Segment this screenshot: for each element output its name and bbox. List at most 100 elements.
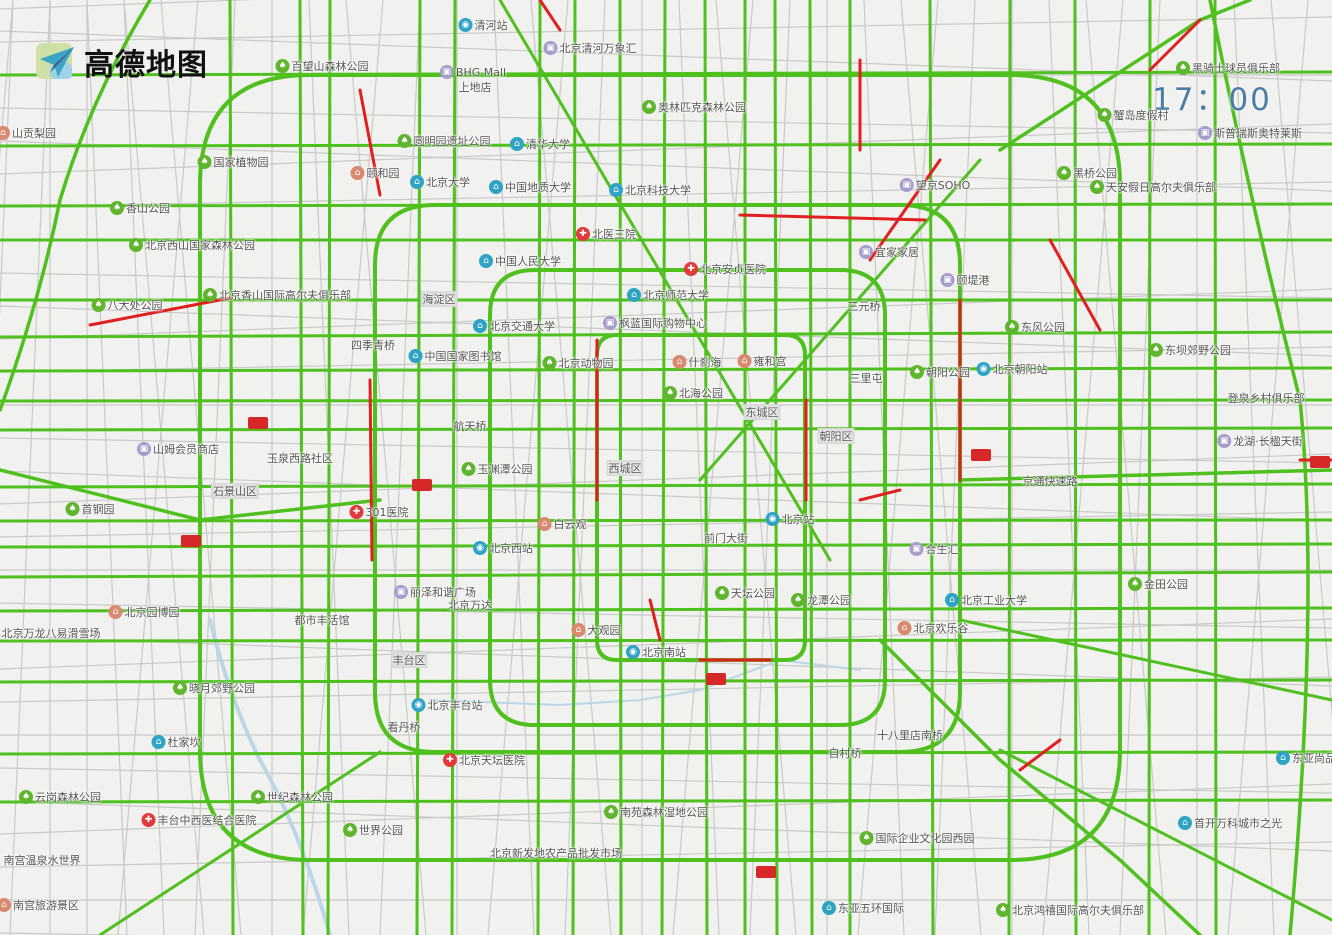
map-label[interactable]: ♠ 蟹岛度假村 [1097,107,1169,123]
map-label[interactable]: ♠ 八大处公园 [91,297,163,313]
map-label[interactable]: 石景山区 [211,483,259,499]
map-label[interactable]: ♠ 东坝郊野公园 [1149,342,1231,358]
map-label[interactable]: ♠ 奥林匹克森林公园 [642,99,746,115]
map-label[interactable]: ♠ 天坛公园 [715,585,775,601]
hospital-icon: ✚ [443,753,457,767]
map-label[interactable]: ⌂ 北京师范大学 [627,287,709,303]
map-label[interactable]: ⌂ 白云观 [537,516,587,532]
map-label[interactable]: ♠ 北京动物园 [542,355,614,371]
map-label[interactable]: 北京万达 [448,597,492,613]
map-label[interactable]: ⌂ 清华大学 [510,136,570,152]
map-label[interactable]: ◉ 北京朝阳站 [976,361,1048,377]
map-label[interactable]: 航天桥 [454,418,487,434]
map-label[interactable]: ♠ 天安假日高尔夫俱乐部 [1090,179,1216,195]
map-label[interactable]: ▣ 丽泽和谐广场 [394,584,476,600]
map-label[interactable]: ◉ 北京西站 [473,540,533,556]
map-label[interactable]: ♠ 北京鸿禧国际高尔夫俱乐部 [996,902,1144,918]
map-label[interactable]: 东城区 [743,404,781,420]
map-label[interactable]: 前门大街 [704,530,748,546]
map-label[interactable]: ♠ 百望山森林公园 [275,58,369,74]
map-label[interactable]: 丰台区 [390,652,428,668]
map-label[interactable]: ⌂ 北京交通大学 [473,318,555,334]
map-label[interactable]: ♠ 龙潭公园 [791,592,851,608]
map-label[interactable]: ♠ 北京香山国际高尔夫俱乐部 [203,287,351,303]
map-label[interactable]: ⌂ 北京工业大学 [945,592,1027,608]
map-label[interactable]: ⌂ 东亚尚品 [1276,750,1332,766]
map-label[interactable]: ⌂ 中国地质大学 [489,179,571,195]
map-label[interactable]: ▣ 合生汇 [909,541,959,557]
map-label[interactable]: 三里屯 [850,370,883,386]
map-label[interactable]: ▣ 枫蓝国际购物中心 [603,315,707,331]
map-label[interactable]: 都市丰活馆 [295,612,350,628]
map-label[interactable]: ♠ 首钢园 [65,501,115,517]
map-label[interactable]: 京通快速路 [1023,473,1078,489]
map-label[interactable]: 十八里店南桥 [877,727,943,743]
map-label[interactable]: ⌂ 颐和园 [350,165,400,181]
map-label[interactable]: 自村桥 [829,745,862,761]
map-label[interactable]: ⌂ 东亚五环国际 [822,900,904,916]
map-label[interactable]: 三元桥 [848,298,881,314]
map-label[interactable]: ✚ 北京安贞医院 [684,261,766,277]
map-label[interactable]: ⌂ 雍和宫 [737,353,787,369]
map-label[interactable]: ✚ 丰台中西医结合医院 [141,812,257,828]
map-label[interactable]: 海淀区 [420,291,458,307]
map-label[interactable]: 北京新发地农产品批发市场 [490,845,622,861]
map-label[interactable]: ⌂北京万龙八易滑雪场 [0,625,101,641]
map-label[interactable]: ▣ 望京SOHO [899,177,970,193]
map-label[interactable]: ♠ 国际企业文化园西园 [859,830,975,846]
map-label[interactable]: 看丹桥 [388,719,421,735]
map-label[interactable]: ⌂ 北京科技大学 [609,182,691,198]
map-label[interactable]: ▣ 颐堤港 [940,272,990,288]
map-label[interactable]: ⌂ 北京欢乐谷 [897,620,969,636]
map-label[interactable]: ♠ 香山公园 [110,200,170,216]
map-label[interactable]: ▣ 北京清河万象汇 [543,40,637,56]
map-label[interactable]: ♠ 黑骑士球员俱乐部 [1176,60,1280,76]
map-label[interactable]: ♠ 北京西山国家森林公园 [129,237,255,253]
map-label[interactable]: 登泉乡村俱乐部 [1228,390,1305,406]
map-label[interactable]: ♠ 云岗森林公园 [19,789,101,805]
map-label[interactable]: ✚ 301医院 [349,504,409,520]
map-label[interactable]: ⌂ 南宫旅游景区 [0,897,79,913]
map-label[interactable]: ◉ 北京站 [765,511,815,527]
map-label[interactable]: ⌂ 中国人民大学 [479,253,561,269]
map-label[interactable]: 西城区 [606,460,644,476]
map-label[interactable]: ♠ 北海公园 [663,385,723,401]
map-label[interactable]: ⌂ 北京园博园 [108,604,180,620]
map-label[interactable]: ♠ 朝阳公园 [910,364,970,380]
map-label[interactable]: ♠ 金田公园 [1128,576,1188,592]
map-label[interactable]: ♠ 圆明园遗址公园 [397,133,491,149]
map-label[interactable]: 玉泉西路社区 [267,450,333,466]
map-label[interactable]: 上地店 [459,79,492,95]
map-label[interactable]: ◉ 北京丰台站 [411,697,483,713]
map-label[interactable]: 四季青桥 [351,337,395,353]
map-label[interactable]: ◉ 北京南站 [626,644,686,660]
map-label[interactable]: 朝阳区 [817,428,855,444]
map-label[interactable]: ♠ 南苑森林湿地公园 [604,804,708,820]
map-label[interactable]: ⌂ 杜家坎 [151,734,201,750]
map-label[interactable]: ▣ 斯普瑞斯奥特莱斯 [1198,125,1302,141]
map-label[interactable]: ◉ 清河站 [458,17,508,33]
map-label[interactable]: ⌂ 什刹海 [672,354,722,370]
map-label[interactable]: ⌂ 大观园 [571,622,621,638]
map-label[interactable]: ♠ 世纪森林公园 [251,789,333,805]
map-label[interactable]: 南宫温泉水世界 [4,852,81,868]
map-label[interactable]: ▣ 龙湖·长楹天街 [1217,433,1303,449]
map-label[interactable]: ♠ 国家植物园 [197,154,269,170]
map-label[interactable]: ⌂ 首开万科城市之光 [1178,815,1282,831]
map-label[interactable]: ✚ 北医三院 [576,226,636,242]
map-label[interactable]: ♠ 玉渊潭公园 [461,461,533,477]
map-label[interactable]: ♠ 晓月郊野公园 [173,680,255,696]
map-label[interactable]: ⌂ 北京大学 [410,174,470,190]
map-label[interactable]: ▣ 山姆会员商店 [137,441,219,457]
map-label[interactable]: ▣ BHG Mall [439,65,506,79]
map-label[interactable]: ▣ 宜家家居 [859,244,919,260]
map-label[interactable]: ⌂ 中国国家图书馆 [408,348,502,364]
map-label[interactable]: ⌂ 山贡梨园 [0,125,56,141]
map-label[interactable]: ♠ 黑桥公园 [1057,165,1117,181]
map-label[interactable]: ♠ 东风公园 [1005,319,1065,335]
ring-road-6 [0,0,152,412]
map-label[interactable]: ♠ 世界公园 [343,822,403,838]
map-label[interactable]: ✚ 北京天坛医院 [443,752,525,768]
minor-road [123,0,165,935]
